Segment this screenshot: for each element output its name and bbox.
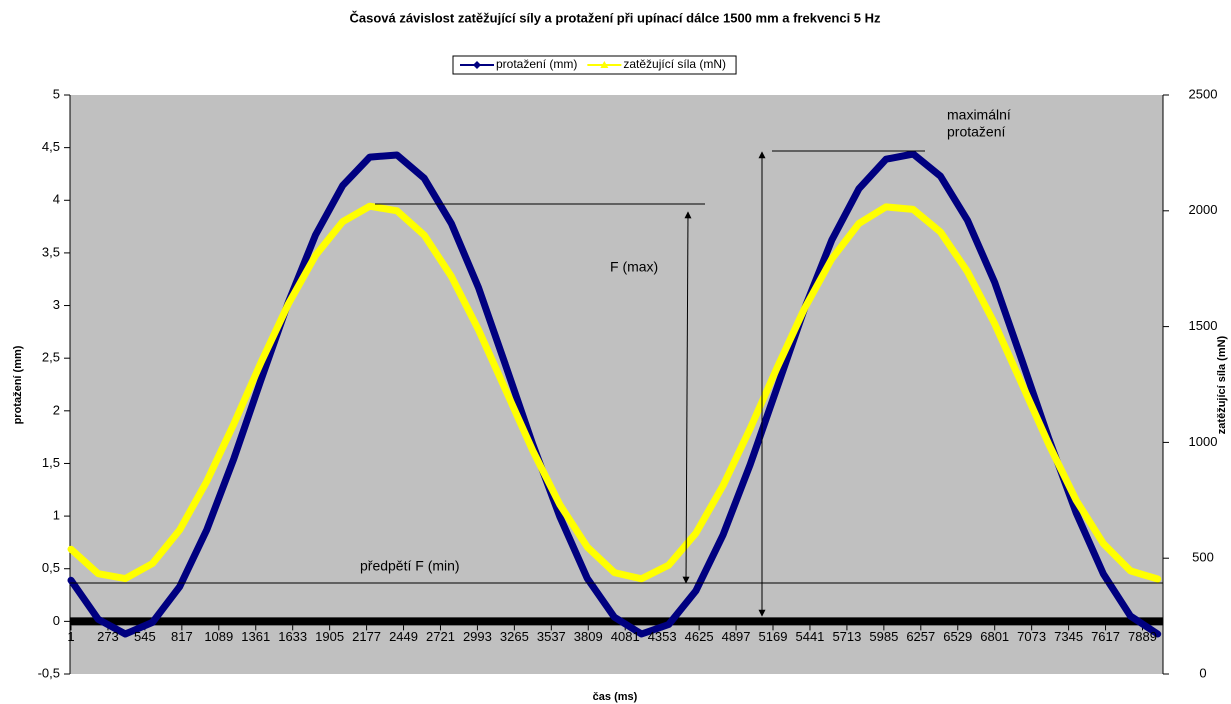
y-tick-label: 1,5 [42, 455, 60, 470]
x-tick-label: 4625 [685, 629, 714, 644]
plot-area [70, 95, 1163, 674]
x-tick-label: 4081 [611, 629, 640, 644]
annotation: maximální [947, 107, 1011, 123]
legend-marker [600, 61, 609, 68]
x-tick-label: 3537 [537, 629, 566, 644]
y2-tick-label: 2000 [1189, 202, 1218, 217]
y-tick-label: 2,5 [42, 350, 60, 365]
annotation: protažení [947, 124, 1005, 140]
legend-marker [473, 61, 481, 69]
x-axis-title: čas (ms) [593, 691, 638, 703]
x-tick-label: 5985 [869, 629, 898, 644]
x-tick-label: 545 [134, 629, 156, 644]
x-tick-label: 6801 [980, 629, 1009, 644]
x-tick-label: 7073 [1017, 629, 1046, 644]
series-line [67, 202, 1162, 583]
y-tick-label: 4 [53, 192, 60, 207]
legend-label: zatěžující síla (mN) [623, 57, 726, 71]
fmax-arrow [682, 211, 692, 584]
y-tick-label: 1 [53, 508, 60, 523]
y2-tick-label: 500 [1192, 550, 1214, 565]
x-tick-label: 273 [97, 629, 119, 644]
x-tick-label: 2449 [389, 629, 418, 644]
x-tick-label: 2177 [352, 629, 381, 644]
y-tick-label: 4,5 [42, 139, 60, 154]
x-tick-label: 3265 [500, 629, 529, 644]
y2-tick-label: 1000 [1189, 434, 1218, 449]
x-tick-label: 7889 [1128, 629, 1157, 644]
y2-tick-label: 0 [1199, 665, 1206, 680]
x-tick-label: 4353 [648, 629, 677, 644]
x-tick-label: 6529 [943, 629, 972, 644]
y-tick-label: 0,5 [42, 560, 60, 575]
x-tick-label: 2993 [463, 629, 492, 644]
annotation-lines [70, 150, 1163, 617]
annotation: předpětí F (min) [360, 558, 460, 574]
x-tick-label: 1905 [315, 629, 344, 644]
x-tick-label: 5169 [759, 629, 788, 644]
chart-title: Časová závislost zatěžující síly a prota… [349, 10, 881, 25]
y2-axis-title: zatěžující síla (mN) [1216, 335, 1228, 434]
lines [67, 150, 1162, 638]
x-tick-label: 3809 [574, 629, 603, 644]
x-tick-label: 6257 [906, 629, 935, 644]
x-tick-label: 7617 [1091, 629, 1120, 644]
y-tick-label: 0 [53, 613, 60, 628]
series-line [67, 150, 1162, 638]
y-tick-label: 3 [53, 297, 60, 312]
annotation: F (max) [610, 259, 658, 275]
x-tick-label: 1089 [204, 629, 233, 644]
x-tick-label: 4897 [722, 629, 751, 644]
x-tick-label: 1361 [241, 629, 270, 644]
y-tick-label: 3,5 [42, 244, 60, 259]
y2-tick-label: 1500 [1189, 318, 1218, 333]
y-tick-label: 5 [53, 86, 60, 101]
x-tick-label: 1 [67, 629, 74, 644]
legend: protažení (mm) zatěžující síla (mN) [452, 55, 737, 75]
x-tick-label: 817 [171, 629, 193, 644]
x-tick-label: 2721 [426, 629, 455, 644]
y2-tick-label: 2500 [1189, 86, 1218, 101]
y-tick-label: -0,5 [38, 665, 60, 680]
y-axis-title: protažení (mm) [12, 345, 24, 424]
x-tick-label: 5713 [832, 629, 861, 644]
x-tick-label: 5441 [795, 629, 824, 644]
y-tick-label: 2 [53, 402, 60, 417]
x-tick-label: 7345 [1054, 629, 1083, 644]
legend-label: protažení (mm) [496, 57, 577, 71]
x-tick-label: 1633 [278, 629, 307, 644]
